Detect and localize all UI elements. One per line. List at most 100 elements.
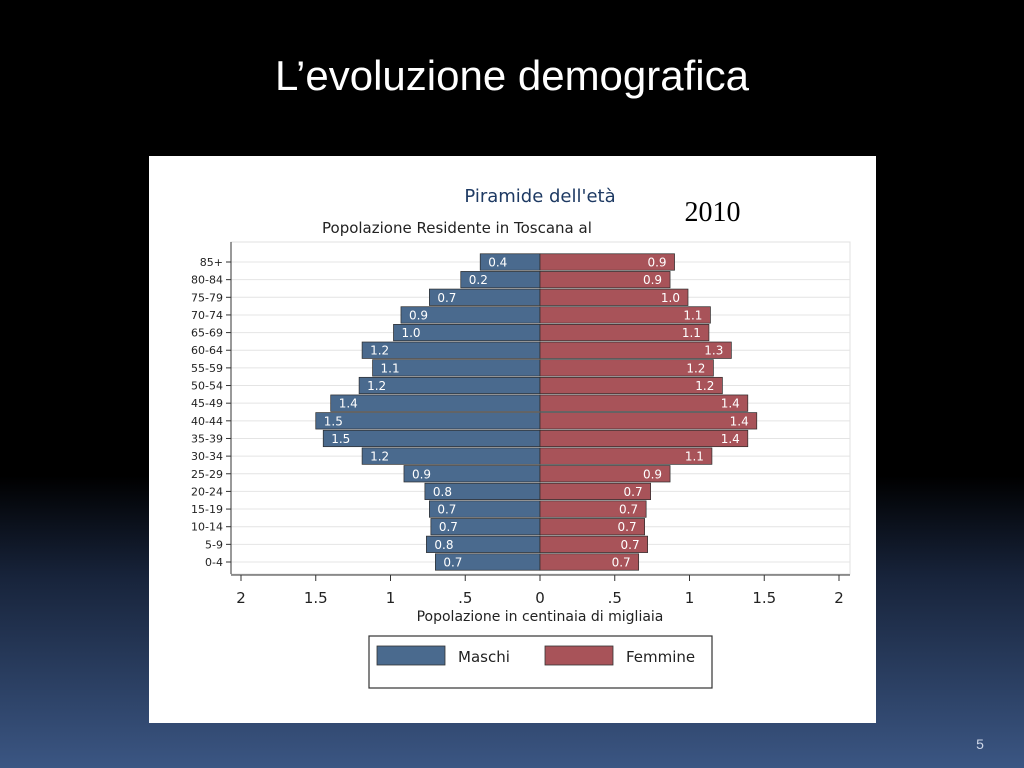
bar-maschi (322, 429, 541, 448)
axes: 85+ 80-84 75-79 70-74 65-69 60-64 55-59 50-54 45… (191, 242, 850, 607)
bar-value-label: 1.2 (367, 379, 386, 393)
legend: Maschi Femmine (368, 635, 713, 689)
bar-value-label: 0.9 (647, 256, 666, 270)
bar-femmine (539, 394, 749, 412)
bars: 0.40.20.70.91.01.21.11.21.41.51.51.20.90… (315, 253, 758, 571)
bar-femmine (539, 465, 671, 483)
bar-value-label: 1.3 (704, 344, 723, 358)
x-tick-label: 1.5 (752, 589, 776, 607)
x-tick-label: 2 (236, 589, 246, 607)
bar-value-label: 0.7 (437, 291, 456, 305)
y-tick-label: 65-69 (191, 327, 223, 340)
bar-value-label: 1.4 (339, 397, 358, 411)
page-number: 5 (976, 736, 984, 752)
bar-value-label: 1.2 (370, 344, 389, 358)
bar-value-label: 1.1 (381, 361, 400, 375)
bar-femmine (539, 412, 758, 430)
y-tick-label: 10-14 (191, 521, 223, 534)
chart-canvas: Piramide dell'età Popolazione Residente … (191, 186, 851, 689)
bar-femmine (539, 447, 713, 465)
bar-value-label: 0.2 (469, 273, 488, 287)
bar-value-label: 0.9 (412, 467, 431, 481)
bar-value-label: 0.7 (618, 520, 637, 534)
bar-value-label: 1.0 (661, 291, 680, 305)
bar-value-label: 0.7 (443, 556, 462, 570)
bar-value-label: 1.2 (695, 379, 714, 393)
bar-value-label: 1.2 (370, 450, 389, 464)
bar-femmine (539, 500, 647, 518)
bar-value-label: 1.4 (730, 414, 749, 428)
bar-femmine (539, 535, 648, 553)
y-tick-label: 75-79 (191, 291, 223, 304)
y-tick-label: 20-24 (191, 485, 223, 498)
bar-value-label: 0.7 (621, 538, 640, 552)
chart-subtitle: Popolazione Residente in Toscana al (322, 219, 592, 237)
bar-value-label: 1.5 (331, 432, 350, 446)
x-tick-label: .5 (458, 589, 472, 607)
y-tick-label: 80-84 (191, 274, 223, 287)
bar-value-label: 0.8 (433, 485, 452, 499)
legend-swatch-maschi (376, 645, 446, 666)
bar-value-label: 1.5 (324, 414, 343, 428)
bar-value-label: 1.2 (686, 361, 705, 375)
x-tick-label: 1 (685, 589, 695, 607)
bar-value-label: 0.7 (612, 556, 631, 570)
bar-value-label: 1.4 (721, 432, 740, 446)
chart-title: Piramide dell'età (464, 186, 615, 207)
y-tick-label: 15-19 (191, 503, 223, 516)
x-axis-title: Popolazione in centinaia di migliaia (417, 609, 664, 625)
y-tick-label: 35-39 (191, 432, 223, 445)
y-tick-label: 5-9 (205, 538, 223, 551)
y-tick-label: 85+ (200, 256, 223, 269)
x-tick-label: .5 (608, 589, 622, 607)
bar-value-label: 0.7 (437, 503, 456, 517)
year-stamp: 2010 (657, 187, 768, 239)
population-pyramid-chart: Piramide dell'età Popolazione Residente … (149, 156, 876, 723)
bar-femmine (539, 429, 749, 448)
bar-maschi (330, 394, 541, 412)
bar-value-label: 0.7 (624, 485, 643, 499)
bar-maschi (315, 412, 541, 430)
bar-value-label: 0.8 (434, 538, 453, 552)
bar-value-label: 0.4 (488, 256, 507, 270)
bar-value-label: 0.9 (409, 308, 428, 322)
bar-femmine (539, 306, 711, 324)
bar-value-label: 1.1 (682, 326, 701, 340)
bar-value-label: 1.1 (685, 450, 704, 464)
bar-femmine (539, 482, 651, 500)
x-tick-label: 1.5 (304, 589, 328, 607)
bar-femmine (539, 341, 732, 359)
bar-femmine (539, 553, 640, 571)
y-tick-label: 0-4 (205, 556, 223, 569)
x-tick-label: 0 (535, 589, 545, 607)
bar-femmine (539, 359, 714, 377)
bar-value-label: 1.0 (401, 326, 420, 340)
bar-maschi (358, 376, 541, 395)
bar-value-label: 0.9 (643, 467, 662, 481)
y-tick-label: 25-29 (191, 468, 223, 481)
bar-value-label: 0.9 (643, 273, 662, 287)
bar-value-label: 1.4 (721, 397, 740, 411)
bar-femmine (539, 324, 710, 342)
legend-label-maschi: Maschi (458, 648, 510, 666)
bar-value-label: 0.7 (619, 503, 638, 517)
slide-title: L’evoluzione demografica (275, 52, 749, 99)
legend-label-femmine: Femmine (626, 648, 695, 666)
bar-value-label: 0.7 (439, 520, 458, 534)
y-tick-label: 60-64 (191, 344, 223, 357)
y-tick-label: 55-59 (191, 362, 223, 375)
bar-femmine (539, 253, 675, 271)
bar-femmine (539, 376, 723, 395)
x-tick-label: 2 (834, 589, 844, 607)
bar-femmine (539, 288, 689, 306)
y-tick-label: 45-49 (191, 397, 223, 410)
x-tick-label: 1 (386, 589, 396, 607)
bar-value-label: 1.1 (683, 308, 702, 322)
y-tick-label: 50-54 (191, 380, 223, 393)
bar-femmine (539, 271, 671, 289)
y-tick-label: 40-44 (191, 415, 223, 428)
legend-swatch-femmine (544, 645, 614, 666)
y-tick-label: 30-34 (191, 450, 223, 463)
bar-femmine (539, 518, 646, 536)
y-tick-label: 70-74 (191, 309, 223, 322)
